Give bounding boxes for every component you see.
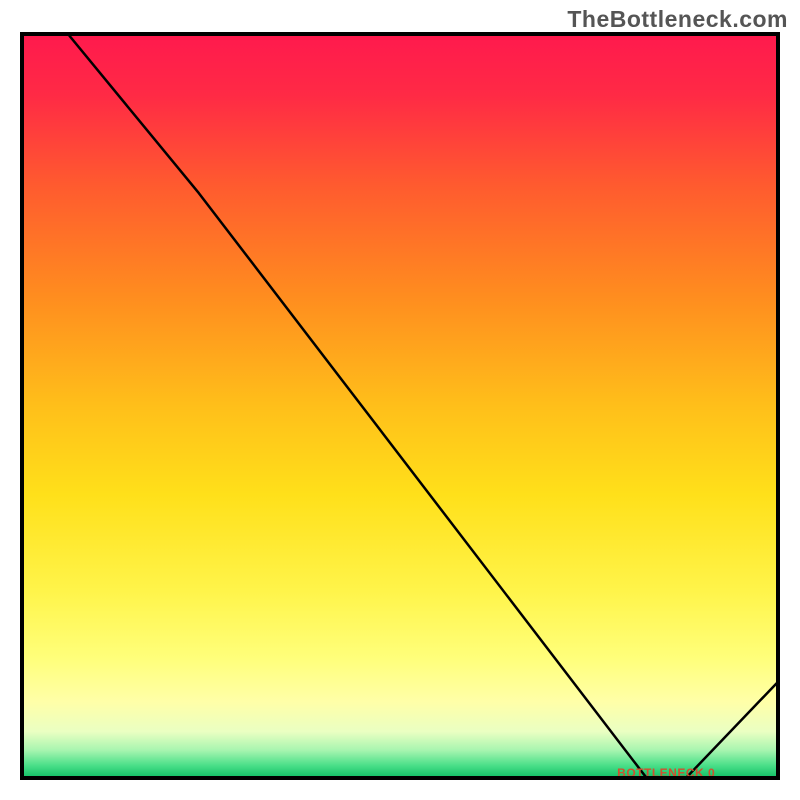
bottleneck-marker-label: BOTTLENECK 0 [617,766,715,780]
bottleneck-curve [70,36,780,779]
plot-overlay [24,36,776,776]
plot-area: BOTTLENECK 0 [20,32,780,780]
chart-container: TheBottleneck.com BOTTLENECK 0 [0,0,800,800]
watermark-text: TheBottleneck.com [567,6,788,33]
